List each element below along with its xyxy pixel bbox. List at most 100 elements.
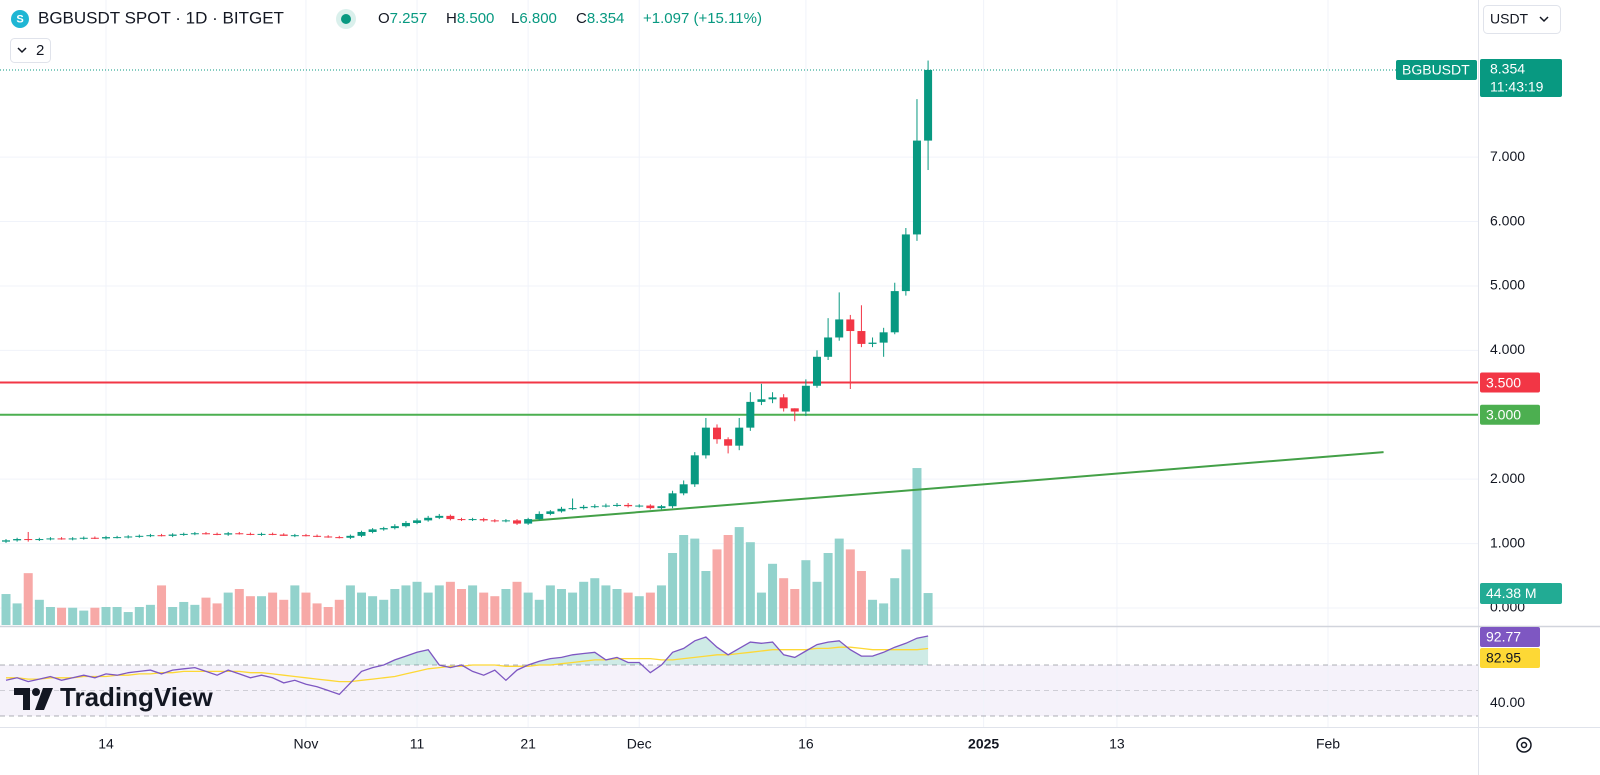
candle-body bbox=[912, 140, 921, 235]
market-status-dot bbox=[341, 14, 351, 24]
volume-bar bbox=[101, 607, 111, 625]
ohlc-item: L6.800 bbox=[511, 10, 557, 27]
volume-bar bbox=[734, 527, 744, 625]
candle-body bbox=[613, 504, 622, 506]
ohlc-key: C bbox=[576, 10, 587, 27]
volume-bar bbox=[523, 592, 533, 625]
volume-bar bbox=[634, 596, 644, 625]
ohlc-key: H bbox=[446, 10, 457, 27]
ohlc-item: C8.354 bbox=[576, 10, 624, 27]
candle-body bbox=[568, 508, 577, 510]
rsi-line bbox=[5, 635, 929, 696]
volume-bar bbox=[123, 612, 133, 625]
candle-body bbox=[346, 535, 355, 538]
candle-body bbox=[357, 531, 366, 536]
candle-body bbox=[501, 520, 510, 522]
candle-body bbox=[313, 535, 322, 537]
volume-bar bbox=[879, 603, 889, 625]
volume-bar bbox=[223, 592, 233, 625]
volume-bar bbox=[923, 593, 933, 625]
ohlc-item: H8.500 bbox=[446, 10, 494, 27]
level-label-bg bbox=[1480, 372, 1540, 393]
volume-bar bbox=[834, 538, 844, 625]
logo-glyph bbox=[32, 688, 40, 696]
candle-body bbox=[224, 533, 233, 535]
volume-bar bbox=[690, 538, 700, 625]
candle-body bbox=[179, 533, 188, 535]
candle-body bbox=[213, 533, 222, 535]
candle-body bbox=[146, 535, 155, 537]
x-tick-label: 21 bbox=[520, 736, 536, 752]
branding-text: TradingView bbox=[60, 682, 213, 712]
volume-bar bbox=[845, 549, 855, 625]
volume-bar bbox=[501, 589, 511, 625]
level-label: 3.000 bbox=[1486, 406, 1521, 422]
volume-bar bbox=[23, 573, 33, 625]
volume-bar bbox=[157, 585, 167, 625]
volume-bar bbox=[590, 578, 600, 625]
x-tick-label: 2025 bbox=[968, 736, 999, 752]
candle-body bbox=[524, 519, 533, 524]
volume-bar bbox=[568, 592, 578, 625]
candle-body bbox=[168, 534, 177, 536]
rsi-tick-label: 40.00 bbox=[1490, 694, 1525, 710]
candle-body bbox=[413, 520, 422, 523]
volume-bar bbox=[57, 607, 67, 625]
candle-body bbox=[135, 535, 144, 537]
volume-bar bbox=[257, 596, 267, 625]
candle-body bbox=[579, 506, 588, 509]
volume-bar bbox=[323, 607, 333, 625]
candle-body bbox=[557, 508, 566, 512]
currency-select[interactable] bbox=[1483, 5, 1561, 34]
x-tick-label: 11 bbox=[410, 736, 425, 752]
rsi-ma-value-label-bg bbox=[1480, 647, 1540, 668]
volume-bar bbox=[723, 535, 733, 625]
volume-bar bbox=[190, 604, 200, 625]
volume-bar bbox=[45, 607, 55, 625]
currency-label: USDT bbox=[1490, 11, 1529, 27]
candle-body bbox=[424, 517, 433, 521]
candle-body bbox=[35, 539, 44, 541]
volume-bar bbox=[34, 599, 44, 625]
volume-bar bbox=[234, 589, 244, 625]
tradingview-logo: TradingView bbox=[14, 682, 213, 712]
candle-body bbox=[435, 515, 444, 518]
candle-body bbox=[657, 506, 666, 509]
candle-body bbox=[790, 408, 799, 412]
volume-bar bbox=[479, 592, 489, 625]
candle-body bbox=[457, 519, 466, 521]
y-tick-label: 1.000 bbox=[1490, 534, 1525, 550]
volume-bar bbox=[279, 599, 289, 625]
candle-body bbox=[801, 385, 810, 412]
volume-bar bbox=[1, 594, 11, 625]
volume-bar bbox=[623, 592, 633, 625]
volume-bar bbox=[645, 592, 655, 625]
volume-bar bbox=[334, 599, 344, 625]
candle-body bbox=[901, 234, 910, 292]
rsi-value-label: 92.77 bbox=[1486, 629, 1521, 645]
y-tick-label: 7.000 bbox=[1490, 148, 1525, 164]
settings-button[interactable] bbox=[1516, 737, 1532, 753]
candle-body bbox=[535, 513, 544, 520]
volume-bar bbox=[890, 578, 900, 625]
y-tick-label: 4.000 bbox=[1490, 341, 1525, 357]
symbol-title: BGBUSDT SPOT · 1D · BITGET bbox=[38, 8, 284, 27]
price-axis-bg bbox=[1478, 0, 1600, 727]
candle-body bbox=[157, 535, 166, 537]
volume-bar bbox=[868, 599, 878, 625]
candle-body bbox=[235, 533, 244, 535]
volume-bar bbox=[768, 563, 778, 625]
candle-body bbox=[368, 529, 377, 532]
last-price-label: 8.354 bbox=[1490, 61, 1525, 77]
indicators-toggle[interactable] bbox=[10, 38, 51, 63]
candle-body bbox=[690, 455, 699, 485]
x-tick-label: 13 bbox=[1109, 736, 1125, 752]
candle-body bbox=[90, 537, 99, 539]
y-tick-label: 5.000 bbox=[1490, 277, 1525, 293]
volume-bar bbox=[390, 589, 400, 625]
candle-body bbox=[746, 401, 755, 428]
candle-body bbox=[713, 427, 722, 440]
